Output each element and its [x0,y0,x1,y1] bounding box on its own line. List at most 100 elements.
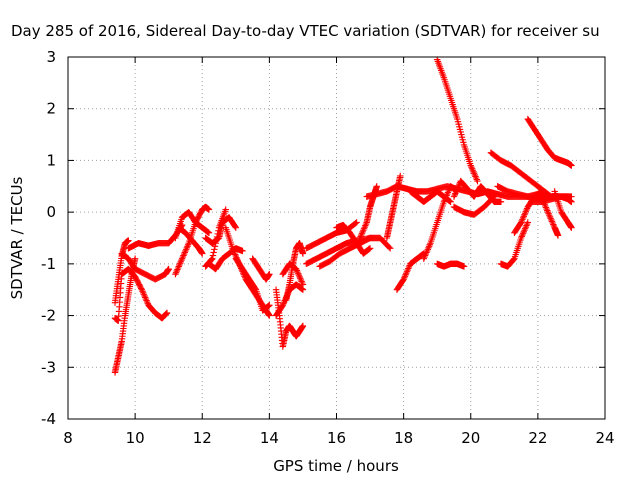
data-point [352,220,359,227]
data-point [425,244,432,252]
data-point [405,265,412,272]
data-point [353,219,360,226]
data-point [518,217,525,225]
data-point [361,223,368,231]
data-point [207,257,215,264]
data-point [524,219,532,226]
data-point [568,198,575,205]
data-point [266,271,273,278]
data-point [523,222,530,229]
data-point [297,276,305,284]
data-point [470,168,477,176]
data-point [209,255,216,262]
data-point [546,212,553,219]
y-tick-label: 0 [46,203,56,221]
data-point [542,202,549,210]
data-point [490,194,497,201]
data-point [426,241,434,248]
data-point [474,177,481,185]
data-point [266,302,273,309]
data-point [215,227,222,234]
data-point [455,182,462,189]
data-point [518,233,525,240]
data-point [568,162,575,169]
data-point [423,249,430,256]
data-point [403,269,410,277]
data-point [232,224,240,231]
data-point [519,231,526,239]
grid-lines [68,57,605,419]
data-point [402,271,409,278]
chart-title: Day 285 of 2016, Sidereal Day-to-day VTE… [11,22,600,40]
data-point [451,191,458,199]
data-points [111,56,575,376]
data-point [362,222,369,229]
data-point [452,190,459,197]
data-point [362,220,370,228]
x-tick-label: 22 [528,429,547,447]
data-point [174,264,182,272]
data-point [445,187,452,195]
data-point [397,172,404,180]
data-point [521,225,529,232]
data-point [517,234,525,242]
data-point [252,285,259,292]
data-point [222,206,229,213]
data-point [421,253,428,261]
data-point [205,229,213,237]
data-point [205,206,213,213]
data-point [450,193,458,200]
data-point [184,243,191,250]
data-point [444,190,451,198]
data-point [231,249,238,257]
data-point [548,218,556,225]
y-tick-label: 2 [46,100,56,118]
data-point [540,198,547,205]
data-point [139,288,146,295]
data-point [212,239,219,247]
data-point [447,198,454,205]
x-axis-label: GPS time / hours [273,457,399,475]
data-point [401,274,408,282]
data-point [373,183,380,190]
data-point [210,249,217,256]
data-point [230,248,237,255]
data-point [519,216,526,223]
data-point [548,216,555,224]
data-point [523,220,531,228]
data-point [182,247,189,255]
data-point [509,257,517,264]
data-point [460,263,468,270]
data-point [467,162,474,169]
data-point [400,276,407,283]
data-point [443,192,450,199]
data-point [213,233,221,241]
data-point [294,268,301,276]
data-point [543,205,550,213]
data-point [176,261,183,269]
data-point [266,312,273,319]
data-point [453,187,460,194]
data-point [293,265,300,273]
data-point [131,255,139,262]
data-point [360,227,367,234]
data-point [440,198,448,205]
data-point [441,197,448,204]
data-point [549,219,556,227]
data-point [405,263,413,271]
data-point [550,221,557,228]
data-point [360,225,368,232]
data-point [178,257,185,264]
data-point [295,272,303,279]
data-point [473,176,480,183]
x-tick-label: 10 [126,429,145,447]
data-point [454,185,461,193]
data-point [231,251,239,258]
data-point [472,174,480,182]
data-point [517,219,525,226]
data-point [554,232,562,239]
data-point [175,263,182,270]
data-point [211,243,219,250]
y-axis-label: SDTVAR / TECUs [8,176,26,299]
data-point [521,227,528,234]
